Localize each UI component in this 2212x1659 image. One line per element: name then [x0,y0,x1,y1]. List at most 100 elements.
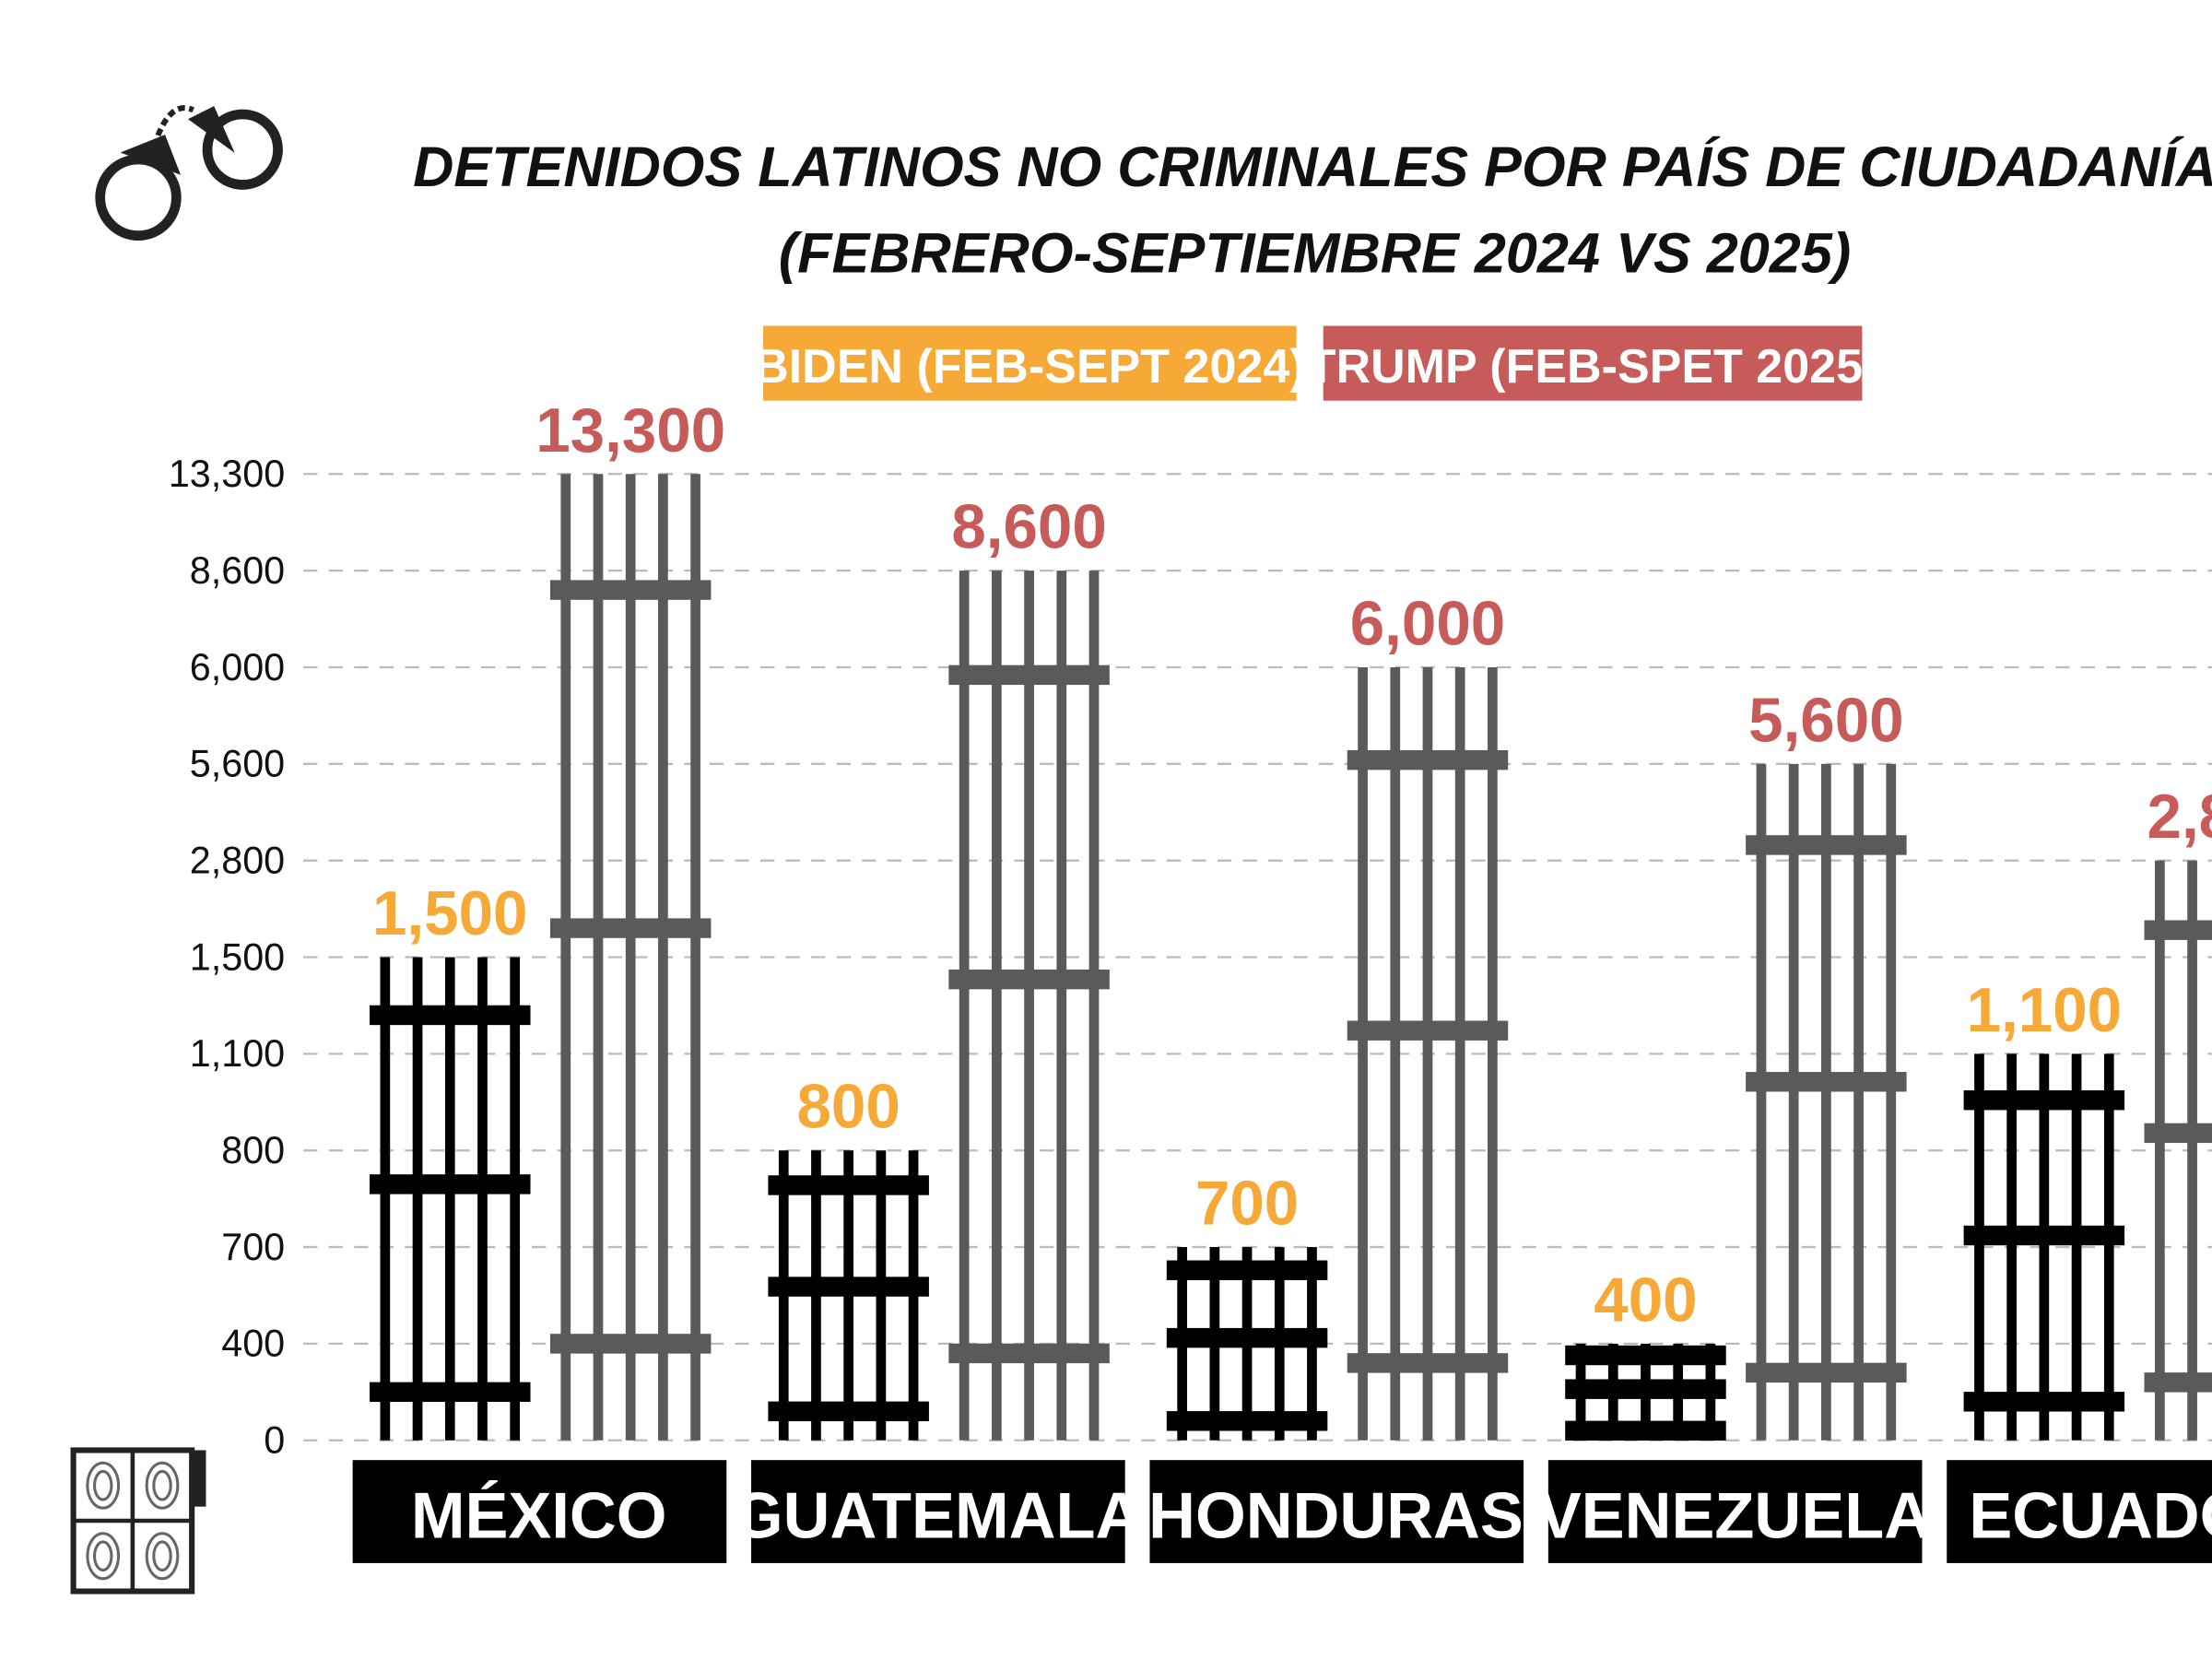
bar-biden-méxico: 1,500 [370,879,531,1441]
bar-biden-venezuela: 400 [1565,1265,1726,1441]
bar-crossbar [948,1343,1110,1364]
bar-crossbar [1347,1353,1509,1373]
bar-crossbar [370,1005,531,1026]
category-box [751,1460,1125,1563]
category-label: HONDURAS [1148,1478,1524,1551]
bar-crossbar [1963,1089,2125,1111]
data-label: 800 [796,1073,900,1142]
legend-label-trump: TRUMP (FEB-SPET 2025) [1307,340,1879,394]
category-box [1149,1460,1524,1563]
bar-post [1358,666,1368,1441]
bar-post [2071,1053,2082,1441]
bar-crossbar [549,1334,712,1354]
bar-post [1886,763,1897,1441]
bar-crossbar [1963,1392,2125,1412]
category-label: MÉXICO [411,1478,667,1551]
bar-post [625,474,636,1441]
bar-trump-venezuela: 5,600 [1746,686,1907,1441]
category-label: GUATEMALA [733,1478,1142,1551]
bar-post [2006,1053,2018,1441]
bar-crossbar [1746,835,1907,855]
y-tick-label: 1,100 [190,1032,285,1075]
chart-subtitle: (FEBRERO-SEPTIEMBRE 2024 VS 2025) [779,221,1852,284]
bar-biden-ecuador: 1,100 [1963,976,2125,1441]
bar-post [992,571,1002,1441]
bar-post [1853,763,1864,1441]
bar-post [412,957,423,1441]
category-box [352,1460,727,1563]
y-tick-label: 8,600 [190,549,285,592]
bar-post [959,571,970,1441]
bar-trump-guatemala: 8,600 [948,493,1110,1441]
data-label: 1,500 [372,879,528,948]
bar-crossbar [948,969,1110,990]
data-label: 700 [1195,1170,1299,1239]
y-tick-label: 400 [221,1323,285,1365]
y-tick-label: 6,000 [190,646,285,688]
bar-post [1422,666,1433,1441]
bar-crossbar [2144,1372,2212,1393]
bar-post [477,957,488,1441]
data-label: 6,000 [1350,589,1506,658]
bar-post [690,474,700,1441]
bar-post [510,957,521,1441]
category-label: ECUADOR [1969,1478,2212,1551]
data-label: 8,600 [951,493,1107,562]
bar-crossbar [1166,1411,1328,1431]
bar-crossbar [948,665,1110,686]
bar-crossbar [1963,1225,2125,1246]
category-box [1547,1460,1923,1563]
bar-post [1088,571,1100,1441]
bar-post [1821,763,1831,1441]
bar-crossbar [1347,749,1509,771]
y-tick-label: 2,800 [190,839,285,881]
bar-crossbar [1565,1379,1726,1399]
bar-crossbar [370,1174,531,1194]
bar-post [1390,666,1401,1441]
bar-crossbar [1746,1362,1907,1383]
bar-post [658,474,668,1441]
bar-crossbar [768,1401,929,1422]
bar-post [2155,860,2165,1441]
bar-biden-guatemala: 800 [768,1073,929,1441]
bar-crossbar [1166,1327,1328,1348]
legend-swatch-trump [1323,325,1863,401]
bar-post [1788,763,1799,1441]
bar-trump-honduras: 6,000 [1347,589,1509,1441]
bar-post [2039,1053,2050,1441]
fingerprint-card-icon [70,1447,206,1594]
y-tick-label: 1,500 [190,935,285,978]
data-label: 2,800 [2147,782,2212,852]
bar-crossbar [768,1277,929,1297]
chart-title: DETENIDOS LATINOS NO CRIMINALES POR PAÍS… [413,135,2212,198]
bar-post [1024,571,1034,1441]
bar-crossbar [1565,1345,1726,1366]
bar-crossbar [2144,920,2212,940]
bar-post [1488,666,1498,1441]
bar-biden-honduras: 700 [1166,1170,1328,1441]
bar-crossbar [370,1382,531,1403]
y-tick-label: 13,300 [169,453,285,495]
data-label: 1,100 [1967,976,2123,1045]
bar-post [444,957,455,1441]
handcuffs-icon [95,105,283,241]
category-box [1947,1460,2212,1563]
bar-post [1056,571,1067,1441]
bar-post [593,474,604,1441]
y-tick-label: 5,600 [190,743,285,785]
bar-crossbar [549,918,712,938]
bar-crossbar [1746,1072,1907,1092]
y-tick-label: 700 [221,1226,285,1268]
bar-crossbar [1565,1420,1726,1441]
bar-trump-méxico: 13,300 [535,396,725,1441]
bar-post [380,957,391,1441]
bar-crossbar [768,1175,929,1195]
data-label: 13,300 [535,396,725,465]
bar-post [2187,860,2197,1441]
legend-swatch-biden [763,325,1297,401]
category-label: VENEZUELA [1538,1478,1931,1551]
bar-post [1756,763,1767,1441]
bar-crossbar [1347,1020,1509,1041]
bar-crossbar [2144,1123,2212,1144]
